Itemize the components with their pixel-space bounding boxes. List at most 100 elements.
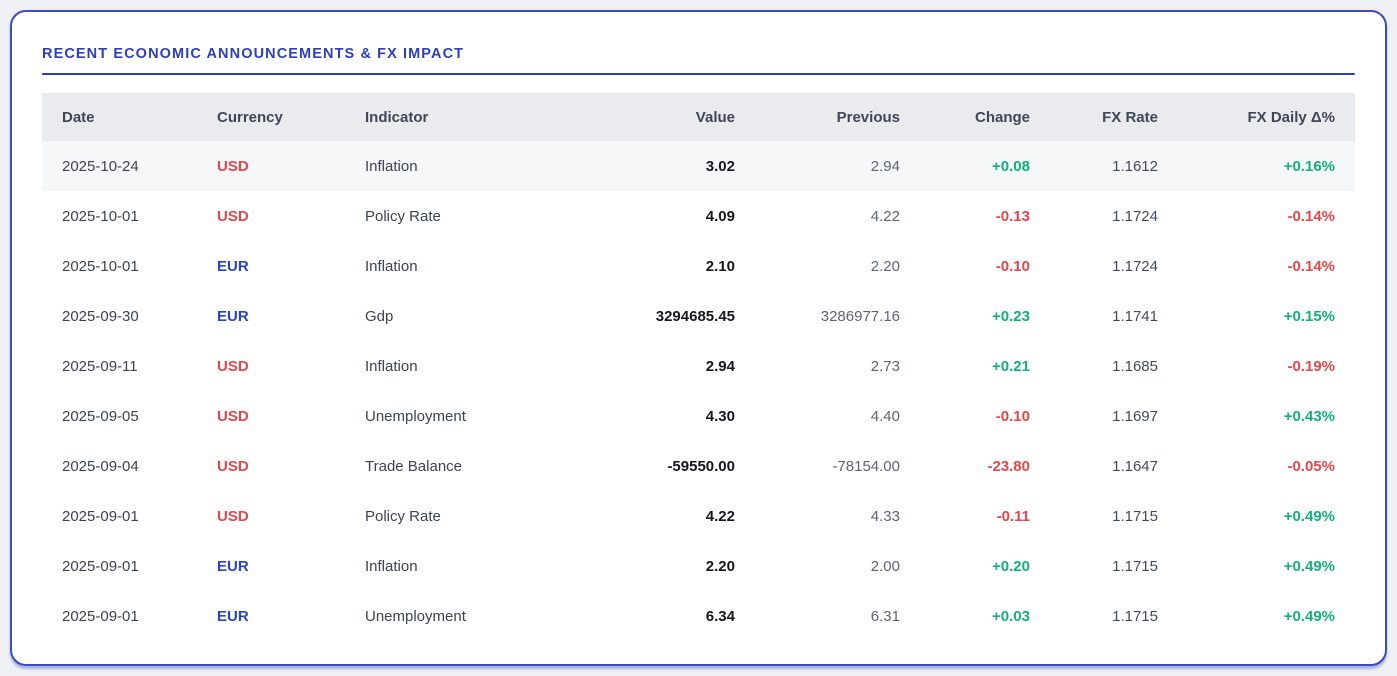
table-row: 2025-09-30 EUR Gdp 3294685.45 3286977.16 +0.2… bbox=[42, 291, 1355, 341]
cell-value: 4.30 bbox=[705, 407, 735, 425]
cell-change: -0.13 bbox=[995, 207, 1030, 225]
column-header-date: Date bbox=[62, 108, 95, 126]
cell-previous: 2.73 bbox=[870, 357, 900, 375]
cell-indicator: Inflation bbox=[365, 157, 418, 175]
column-header-fx_daily: FX Daily Δ% bbox=[1247, 108, 1335, 126]
cell-currency: USD bbox=[217, 407, 249, 425]
fx-impact-panel: RECENT ECONOMIC ANNOUNCEMENTS & FX IMPAC… bbox=[10, 10, 1387, 666]
cell-fx_daily: +0.15% bbox=[1283, 307, 1335, 325]
cell-fx_rate: 1.1647 bbox=[1112, 457, 1158, 475]
cell-indicator: Trade Balance bbox=[365, 457, 463, 475]
cell-date: 2025-09-01 bbox=[62, 557, 139, 575]
cell-indicator: Inflation bbox=[365, 357, 418, 375]
cell-fx_daily: +0.49% bbox=[1283, 607, 1335, 625]
cell-fx_rate: 1.1715 bbox=[1112, 607, 1158, 625]
column-header-fx_rate: FX Rate bbox=[1102, 108, 1158, 126]
cell-date: 2025-10-01 bbox=[62, 207, 139, 225]
cell-indicator: Policy Rate bbox=[365, 207, 441, 225]
cell-previous: 3286977.16 bbox=[820, 307, 900, 325]
cell-value: -59550.00 bbox=[667, 457, 735, 475]
cell-change: +0.08 bbox=[992, 157, 1030, 175]
cell-currency: USD bbox=[217, 457, 249, 475]
table-row: 2025-09-01 EUR Unemployment 6.34 6.31 +0.03 1.… bbox=[42, 591, 1355, 641]
cell-date: 2025-09-30 bbox=[62, 307, 139, 325]
cell-previous: 2.00 bbox=[870, 557, 900, 575]
column-header-currency: Currency bbox=[217, 108, 283, 126]
cell-currency: USD bbox=[217, 157, 249, 175]
cell-fx_daily: -0.14% bbox=[1287, 257, 1335, 275]
cell-date: 2025-10-24 bbox=[62, 157, 139, 175]
cell-date: 2025-10-01 bbox=[62, 257, 139, 275]
cell-indicator: Inflation bbox=[365, 557, 418, 575]
cell-value: 2.10 bbox=[705, 257, 735, 275]
cell-fx_daily: -0.19% bbox=[1287, 357, 1335, 375]
cell-previous: 4.33 bbox=[870, 507, 900, 525]
cell-indicator: Unemployment bbox=[365, 607, 466, 625]
cell-currency: USD bbox=[217, 207, 249, 225]
cell-date: 2025-09-01 bbox=[62, 507, 139, 525]
cell-date: 2025-09-05 bbox=[62, 407, 139, 425]
cell-fx_rate: 1.1715 bbox=[1112, 557, 1158, 575]
cell-change: -0.11 bbox=[996, 507, 1030, 525]
cell-change: +0.23 bbox=[992, 307, 1030, 325]
cell-currency: EUR bbox=[217, 607, 249, 625]
table-row: 2025-10-01 EUR Inflation 2.10 2.20 -0.10 1.172… bbox=[42, 241, 1355, 291]
cell-indicator: Inflation bbox=[365, 257, 418, 275]
cell-fx_rate: 1.1724 bbox=[1112, 257, 1158, 275]
cell-change: -23.80 bbox=[987, 457, 1030, 475]
cell-previous: 2.94 bbox=[870, 157, 900, 175]
cell-change: +0.03 bbox=[992, 607, 1030, 625]
column-header-previous: Previous bbox=[836, 108, 900, 126]
column-header-value: Value bbox=[695, 108, 735, 126]
panel-title: RECENT ECONOMIC ANNOUNCEMENTS & FX IMPAC… bbox=[42, 46, 465, 62]
cell-change: +0.20 bbox=[992, 557, 1030, 575]
column-header-indicator: Indicator bbox=[365, 108, 429, 126]
cell-change: -0.10 bbox=[995, 257, 1030, 275]
cell-fx_daily: +0.43% bbox=[1283, 407, 1335, 425]
table-row: 2025-09-04 USD Trade Balance -59550.00 -7815… bbox=[42, 441, 1355, 491]
table-row: 2025-10-24 USD Inflation 3.02 2.94 +0.08 1.161… bbox=[42, 141, 1355, 191]
cell-value: 4.09 bbox=[705, 207, 735, 225]
table-row: 2025-09-01 USD Policy Rate 4.22 4.33 -0.11 1.1… bbox=[42, 491, 1355, 541]
cell-fx_daily: -0.14% bbox=[1287, 207, 1335, 225]
cell-currency: USD bbox=[217, 507, 249, 525]
cell-previous: -78154.00 bbox=[832, 457, 900, 475]
cell-value: 4.22 bbox=[705, 507, 735, 525]
table-row: 2025-10-01 USD Policy Rate 4.09 4.22 -0.13 1.1… bbox=[42, 191, 1355, 241]
cell-fx_rate: 1.1715 bbox=[1112, 507, 1158, 525]
announcements-table: Date Currency Indicator Value Previous Change… bbox=[42, 93, 1355, 641]
cell-currency: EUR bbox=[217, 257, 249, 275]
cell-fx_rate: 1.1741 bbox=[1112, 307, 1158, 325]
cell-fx_rate: 1.1724 bbox=[1112, 207, 1158, 225]
cell-value: 2.94 bbox=[705, 357, 735, 375]
cell-previous: 6.31 bbox=[870, 607, 900, 625]
cell-value: 3294685.45 bbox=[655, 307, 735, 325]
cell-change: -0.10 bbox=[995, 407, 1030, 425]
cell-value: 2.20 bbox=[705, 557, 735, 575]
cell-currency: EUR bbox=[217, 557, 249, 575]
table-body: 2025-10-24 USD Inflation 3.02 2.94 +0.08 1.161… bbox=[42, 141, 1355, 641]
cell-fx_rate: 1.1685 bbox=[1112, 357, 1158, 375]
cell-indicator: Gdp bbox=[365, 307, 394, 325]
column-header-change: Change bbox=[974, 108, 1030, 126]
cell-change: +0.21 bbox=[992, 357, 1030, 375]
cell-currency: USD bbox=[217, 357, 249, 375]
cell-previous: 2.20 bbox=[870, 257, 900, 275]
cell-fx_rate: 1.1697 bbox=[1112, 407, 1158, 425]
cell-value: 6.34 bbox=[705, 607, 735, 625]
cell-currency: EUR bbox=[217, 307, 249, 325]
cell-indicator: Unemployment bbox=[365, 407, 466, 425]
cell-previous: 4.22 bbox=[870, 207, 900, 225]
table-row: 2025-09-05 USD Unemployment 4.30 4.40 -0.10 1.… bbox=[42, 391, 1355, 441]
cell-fx_daily: +0.49% bbox=[1283, 507, 1335, 525]
cell-fx_daily: -0.05% bbox=[1287, 457, 1335, 475]
table-header-row: Date Currency Indicator Value Previous Change… bbox=[42, 93, 1355, 141]
cell-fx_daily: +0.49% bbox=[1283, 557, 1335, 575]
table-row: 2025-09-11 USD Inflation 2.94 2.73 +0.21 1.168… bbox=[42, 341, 1355, 391]
cell-fx_rate: 1.1612 bbox=[1112, 157, 1158, 175]
cell-value: 3.02 bbox=[705, 157, 735, 175]
title-divider bbox=[42, 73, 1355, 75]
cell-date: 2025-09-11 bbox=[62, 357, 138, 375]
cell-fx_daily: +0.16% bbox=[1283, 157, 1335, 175]
cell-previous: 4.40 bbox=[870, 407, 900, 425]
